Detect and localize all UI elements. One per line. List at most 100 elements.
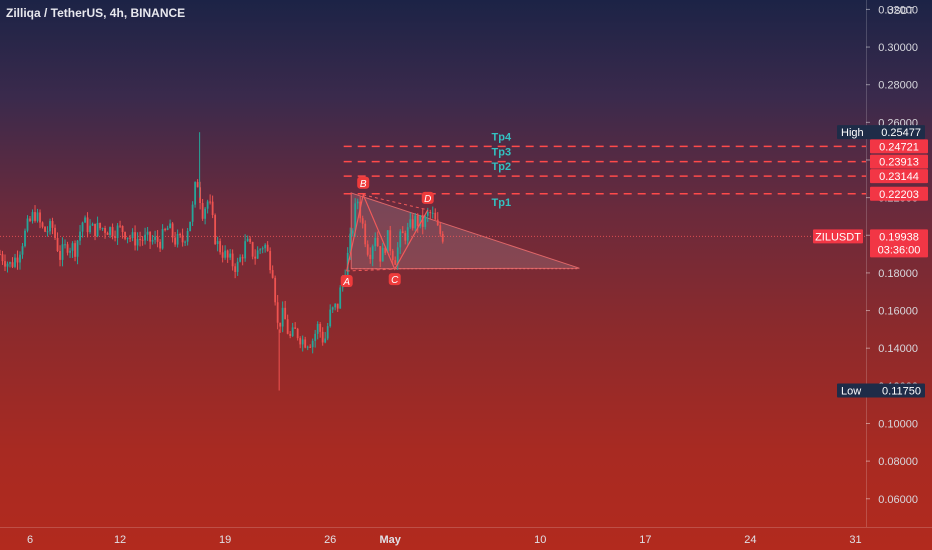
- candle-body: [224, 250, 227, 258]
- candle-body: [386, 230, 389, 253]
- pattern-label-a: A: [342, 277, 350, 288]
- pattern-marker-d: [421, 191, 434, 204]
- target-label-tp1: Tp1: [492, 197, 512, 209]
- current-price-tag: [870, 229, 928, 258]
- candle-body: [41, 222, 44, 227]
- candle-body: [306, 346, 309, 348]
- candle-body: [144, 234, 146, 241]
- candle-body: [284, 307, 287, 320]
- candle-body: [404, 233, 407, 241]
- target-price-tag: [870, 154, 928, 169]
- candle-body: [111, 227, 114, 237]
- candle-body: [286, 319, 289, 334]
- candle-body: [241, 257, 244, 259]
- candle-body: [304, 339, 307, 348]
- candle-body: [321, 331, 324, 343]
- candle-body: [279, 322, 282, 327]
- pattern-label-d: D: [424, 194, 431, 205]
- candle-body: [389, 230, 392, 251]
- candle-body: [14, 257, 16, 267]
- candle-body: [89, 225, 91, 233]
- candle-body: [331, 307, 334, 310]
- candle-body: [211, 201, 214, 216]
- candle-body: [246, 238, 249, 242]
- grid-lines: [0, 0, 932, 528]
- pattern-label-b: B: [360, 179, 367, 190]
- time-tick-label: 24: [744, 534, 756, 546]
- target-price-value: 0.22203: [879, 189, 919, 201]
- time-tick-label: 31: [849, 534, 861, 546]
- candle-body: [94, 223, 96, 237]
- candle-body: [204, 208, 207, 219]
- candle-body: [436, 219, 439, 226]
- candle-body: [426, 212, 429, 216]
- candle-body: [316, 323, 319, 334]
- candle-body: [254, 256, 257, 259]
- candle-body: [61, 244, 64, 260]
- currency-label: USDT: [886, 6, 914, 17]
- candle-body: [351, 230, 354, 234]
- price-tick-label: 0.16000: [878, 306, 918, 318]
- candle-body: [269, 251, 272, 271]
- candle-body: [261, 248, 264, 250]
- high-label-text: High: [841, 127, 864, 139]
- triangle-area: [350, 192, 580, 270]
- candle-body: [86, 217, 89, 233]
- candle-body: [409, 219, 412, 228]
- candle-body: [49, 221, 51, 232]
- candle-body: [34, 212, 36, 221]
- candle-body: [39, 212, 41, 223]
- candle-body: [234, 266, 237, 272]
- candle-body: [239, 257, 242, 262]
- candle-body: [96, 222, 99, 237]
- candle-body: [16, 257, 19, 263]
- candle-body: [419, 215, 422, 226]
- candle-body: [441, 233, 444, 242]
- candle-body: [376, 237, 379, 247]
- candle-body: [361, 218, 364, 224]
- candle-body: [46, 231, 49, 233]
- price-tick-label: 0.10000: [878, 418, 918, 430]
- candle-body: [186, 231, 189, 242]
- candle-body: [54, 227, 56, 238]
- target-label-tp2: Tp2: [492, 161, 512, 173]
- candle-body: [146, 231, 149, 235]
- candle-body: [9, 262, 11, 264]
- candle-body: [66, 244, 69, 253]
- candle-body: [399, 231, 402, 248]
- candle-body: [371, 246, 374, 260]
- candle-body: [194, 182, 197, 205]
- candle-body: [364, 223, 367, 245]
- candle-body: [121, 225, 124, 233]
- candle-body: [206, 201, 209, 209]
- candle-body: [299, 338, 302, 345]
- time-tick-label: May: [380, 534, 402, 546]
- candle-body: [134, 232, 136, 246]
- candle-body: [214, 215, 217, 245]
- candle-body: [44, 226, 46, 232]
- candle-body: [124, 232, 126, 239]
- candle-body: [11, 262, 14, 267]
- candle-body: [384, 247, 387, 253]
- candle-body: [259, 249, 262, 251]
- target-price-tag: [870, 186, 928, 201]
- candle-body: [79, 231, 81, 241]
- pattern-label-c: C: [391, 275, 399, 286]
- candle-body: [136, 239, 139, 246]
- candle-body: [289, 333, 292, 336]
- candle-body: [391, 250, 394, 261]
- candle-body: [406, 227, 409, 241]
- candle-body: [201, 202, 204, 219]
- bd-line: [363, 194, 428, 211]
- candle-body: [99, 222, 101, 229]
- candle-body: [339, 287, 342, 309]
- low-label-text: Low: [841, 386, 861, 398]
- candle-body: [294, 327, 297, 329]
- candle-body: [64, 244, 66, 246]
- target-price-value: 0.24721: [879, 141, 919, 153]
- candle-body: [431, 212, 434, 214]
- candle-body: [336, 303, 339, 309]
- price-tick-label: 0.18000: [878, 268, 918, 280]
- price-tick-label: 0.06000: [878, 494, 918, 506]
